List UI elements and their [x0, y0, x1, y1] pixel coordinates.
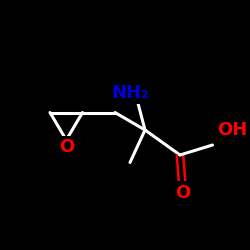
Text: NH₂: NH₂	[111, 84, 149, 102]
Text: OH: OH	[218, 121, 248, 139]
Text: O: O	[175, 184, 190, 202]
Text: O: O	[58, 138, 74, 156]
